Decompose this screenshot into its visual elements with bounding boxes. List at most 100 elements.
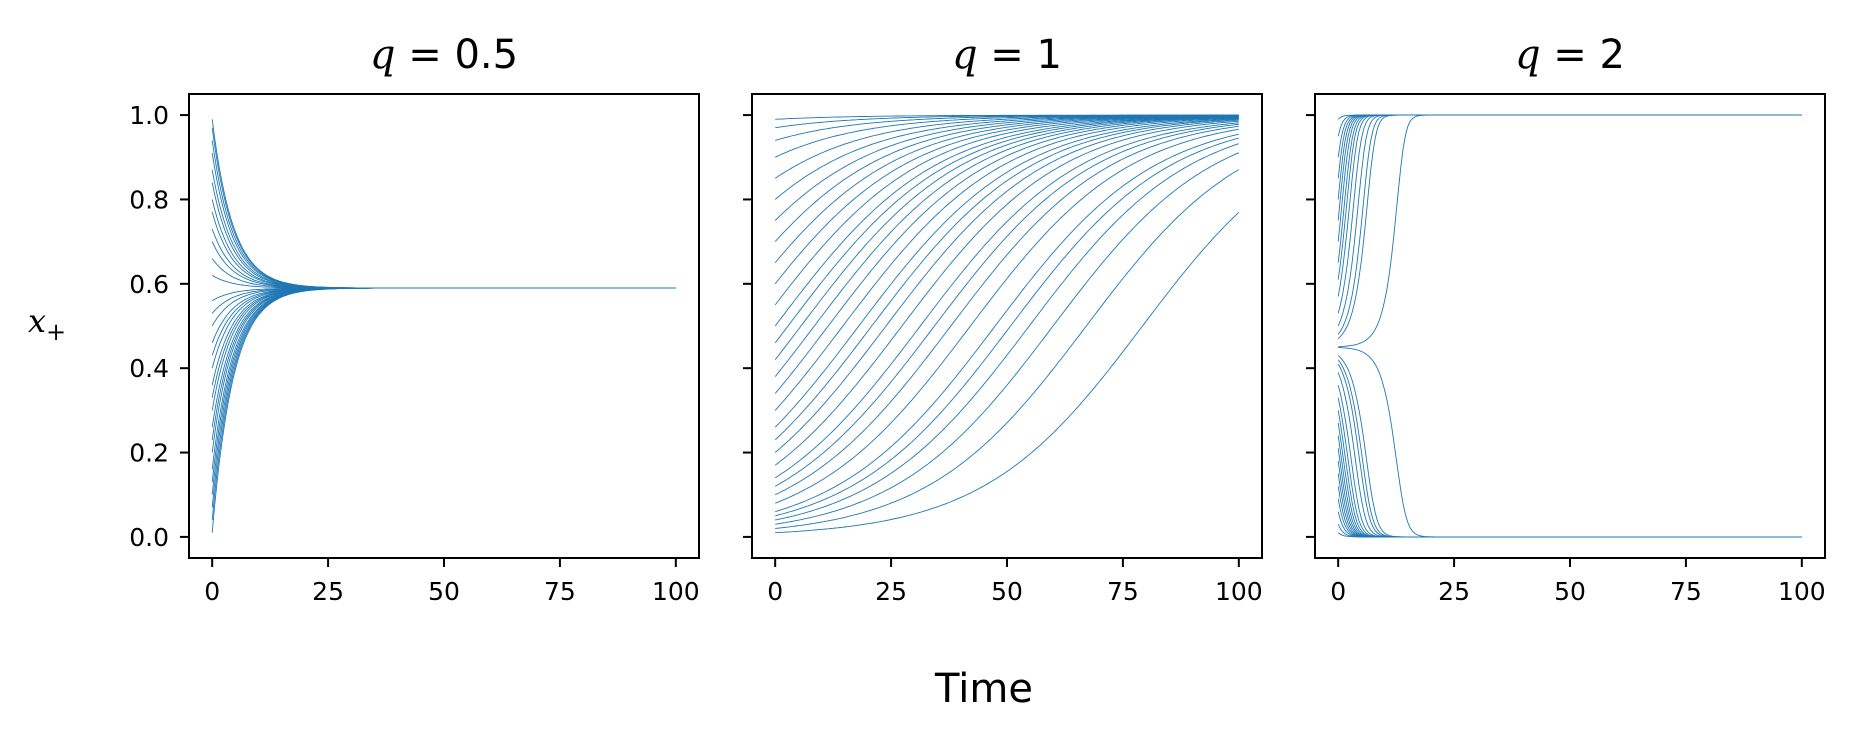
series-line bbox=[1337, 114, 1802, 340]
y-tick-label: 0.8 bbox=[129, 185, 169, 214]
series-line bbox=[211, 241, 676, 289]
series-line bbox=[211, 182, 676, 289]
plot-frame bbox=[188, 93, 700, 559]
series-line bbox=[211, 287, 676, 411]
series-line bbox=[1337, 114, 1802, 280]
series-line bbox=[211, 287, 676, 495]
y-axis-label-subscript: + bbox=[46, 318, 66, 346]
series-line bbox=[211, 287, 676, 356]
series-line bbox=[211, 287, 676, 428]
series-line bbox=[774, 117, 1239, 394]
x-tick-label: 0 bbox=[767, 577, 783, 606]
y-tick-label: 0.6 bbox=[129, 270, 169, 299]
series-line bbox=[775, 125, 1239, 496]
y-tick-label: 1.0 bbox=[129, 101, 169, 130]
series-line bbox=[774, 119, 1239, 453]
series-lines bbox=[774, 114, 1240, 534]
y-tick-label: 0.2 bbox=[129, 439, 169, 468]
series-line bbox=[1337, 114, 1802, 314]
series-line bbox=[774, 115, 1239, 327]
series-line bbox=[1337, 114, 1802, 297]
series-line bbox=[211, 287, 676, 453]
series-line bbox=[1337, 114, 1802, 221]
series-line bbox=[1337, 532, 1802, 538]
series-line bbox=[1337, 486, 1802, 538]
series-lines bbox=[1337, 114, 1802, 538]
series-line bbox=[1337, 114, 1802, 158]
series-lines bbox=[211, 119, 676, 533]
series-line bbox=[1337, 410, 1802, 538]
series-line bbox=[211, 127, 676, 289]
series-line bbox=[1337, 473, 1802, 538]
series-line bbox=[1337, 511, 1802, 538]
series-line bbox=[1337, 460, 1802, 538]
x-tick-label: 100 bbox=[1215, 577, 1263, 606]
series-line bbox=[1337, 114, 1802, 242]
x-tick-label: 75 bbox=[1670, 577, 1702, 606]
series-line bbox=[774, 114, 1239, 200]
plot-frame bbox=[1314, 93, 1826, 559]
x-tick-label: 25 bbox=[875, 577, 907, 606]
series-line bbox=[775, 137, 1239, 517]
y-axis-label: x+ bbox=[28, 302, 66, 346]
panel-title: q = 0.5 bbox=[370, 32, 518, 78]
x-tick-label: 50 bbox=[1554, 577, 1586, 606]
series-line bbox=[774, 116, 1239, 377]
series-line bbox=[1338, 114, 1802, 348]
series-line bbox=[211, 287, 676, 508]
panel-2: 0 25 50 75 100 q = 1 bbox=[743, 32, 1263, 606]
series-line bbox=[1337, 372, 1802, 538]
series-line bbox=[774, 118, 1239, 428]
series-line bbox=[1337, 114, 1802, 327]
series-line bbox=[211, 287, 676, 521]
series-line bbox=[211, 287, 676, 398]
series-line bbox=[211, 211, 676, 289]
series-line bbox=[775, 169, 1240, 529]
series-line bbox=[211, 287, 676, 440]
series-line bbox=[774, 120, 1239, 466]
series-line bbox=[211, 287, 676, 470]
x-tick-label: 25 bbox=[312, 577, 344, 606]
series-line bbox=[774, 118, 1239, 441]
series-line bbox=[1337, 114, 1802, 120]
x-tick-label: 75 bbox=[1107, 577, 1139, 606]
series-line bbox=[211, 153, 676, 289]
panel-3: 0 25 50 75 100 q = 2 bbox=[1306, 32, 1826, 606]
series-line bbox=[211, 287, 676, 483]
series-line bbox=[1337, 114, 1802, 263]
x-tick-label: 100 bbox=[652, 577, 700, 606]
series-line bbox=[775, 152, 1239, 525]
series-line bbox=[774, 123, 1239, 487]
series-line bbox=[774, 122, 1239, 479]
series-line bbox=[775, 133, 1239, 513]
series-line bbox=[1337, 422, 1802, 538]
panel-title: q = 2 bbox=[1515, 32, 1625, 78]
series-line bbox=[775, 143, 1239, 521]
series-line bbox=[211, 287, 676, 533]
panel-1: 0 25 50 75 100 0.0 0.2 0.4 0.6 0.8 1.0 q = 0.5 bbox=[129, 32, 700, 606]
series-line bbox=[211, 228, 676, 289]
x-tick-label: 0 bbox=[1330, 577, 1346, 606]
x-tick-label: 0 bbox=[204, 577, 220, 606]
series-line bbox=[1337, 114, 1802, 335]
series-line bbox=[1337, 397, 1802, 538]
x-tick-label: 50 bbox=[428, 577, 460, 606]
series-line bbox=[1337, 524, 1802, 538]
x-tick-label: 50 bbox=[991, 577, 1023, 606]
series-line bbox=[775, 128, 1239, 504]
series-line bbox=[775, 212, 1240, 534]
x-tick-label: 75 bbox=[544, 577, 576, 606]
series-line bbox=[211, 119, 676, 289]
series-line bbox=[211, 199, 676, 289]
y-tick-label: 0.0 bbox=[129, 523, 169, 552]
series-line bbox=[1337, 498, 1802, 538]
series-line bbox=[1338, 347, 1802, 538]
series-line bbox=[211, 287, 676, 386]
series-line bbox=[211, 169, 676, 289]
series-line bbox=[774, 115, 1239, 306]
x-axis-label: Time bbox=[934, 666, 1033, 712]
y-tick-label: 0.4 bbox=[129, 354, 169, 383]
series-line bbox=[1337, 363, 1802, 538]
series-line bbox=[1337, 355, 1802, 538]
series-line bbox=[774, 116, 1239, 344]
